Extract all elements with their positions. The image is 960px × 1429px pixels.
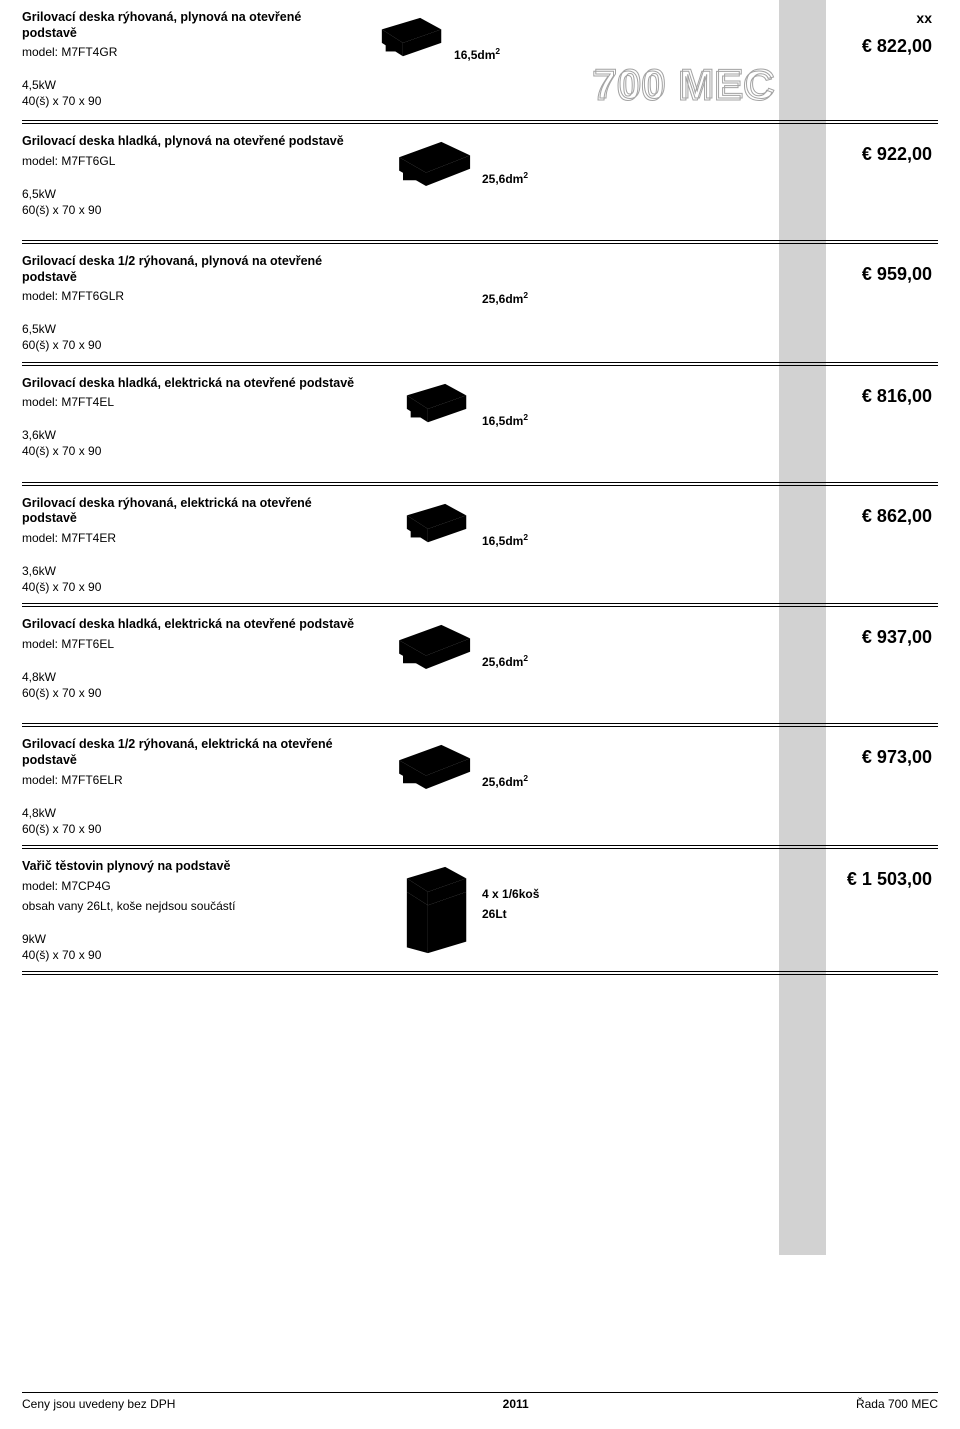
equipment-illustration bbox=[378, 743, 474, 835]
product-power: 9kW bbox=[22, 931, 370, 947]
spec-area: 25,6dm2 bbox=[482, 172, 528, 186]
footer-year: 2011 bbox=[503, 1397, 529, 1411]
svg-text:700 MEC: 700 MEC bbox=[594, 60, 776, 107]
product-price: € 922,00 bbox=[808, 144, 932, 165]
page-footer: Ceny jsou uvedeny bez DPH 2011 Řada 700 … bbox=[22, 1392, 938, 1411]
product-dimensions: 40(š) x 70 x 90 bbox=[22, 93, 349, 109]
spec-area: 25,6dm2 bbox=[482, 655, 528, 669]
product-power: 4,8kW bbox=[22, 805, 370, 821]
product-title: Grilovací deska rýhovaná, plynová na ote… bbox=[22, 10, 349, 41]
product-model: model: M7FT4EL bbox=[22, 395, 370, 409]
product-title: Grilovací deska hladká, elektrická na ot… bbox=[22, 376, 370, 392]
product-dimensions: 60(š) x 70 x 90 bbox=[22, 821, 370, 837]
footer-right: Řada 700 MEC bbox=[856, 1397, 938, 1411]
product-power: 6,5kW bbox=[22, 321, 370, 337]
product-row: Grilovací deska hladká, plynová na otevř… bbox=[22, 124, 938, 244]
spec-area: 16,5dm2 bbox=[454, 48, 500, 62]
spec-area: 16,5dm2 bbox=[482, 414, 528, 428]
equipment-illustration bbox=[353, 16, 449, 108]
product-title: Grilovací deska 1/2 rýhovaná, plynová na… bbox=[22, 254, 370, 285]
product-price: € 862,00 bbox=[808, 506, 932, 527]
product-model: model: M7FT6GLR bbox=[22, 289, 370, 303]
equipment-illustration bbox=[378, 865, 474, 957]
product-dimensions: 60(š) x 70 x 90 bbox=[22, 337, 370, 353]
product-dimensions: 40(š) x 70 x 90 bbox=[22, 443, 370, 459]
product-power: 3,6kW bbox=[22, 427, 370, 443]
product-dimensions: 60(š) x 70 x 90 bbox=[22, 685, 370, 701]
equipment-illustration bbox=[378, 140, 474, 232]
product-model: model: M7FT6GL bbox=[22, 154, 370, 168]
spec-line-1: 4 x 1/6koš bbox=[482, 887, 622, 901]
spec-area: 25,6dm2 bbox=[482, 775, 528, 789]
series-logo: 700 MEC700 MEC bbox=[586, 10, 816, 112]
product-row: Grilovací deska hladká, elektrická na ot… bbox=[22, 366, 938, 486]
equipment-illustration bbox=[378, 382, 474, 474]
product-row: Vařič těstovin plynový na podstavě model:… bbox=[22, 849, 938, 975]
product-price: € 937,00 bbox=[808, 627, 932, 648]
product-title: Grilovací deska 1/2 rýhovaná, elektrická… bbox=[22, 737, 370, 768]
equipment-illustration bbox=[378, 502, 474, 594]
product-dimensions: 40(š) x 70 x 90 bbox=[22, 579, 370, 595]
product-row: Grilovací deska rýhovaná, elektrická na … bbox=[22, 486, 938, 608]
product-row: Grilovací deska 1/2 rýhovaná, plynová na… bbox=[22, 244, 938, 366]
product-price: € 816,00 bbox=[808, 386, 932, 407]
product-title: Vařič těstovin plynový na podstavě bbox=[22, 859, 370, 875]
spec-area: 25,6dm2 bbox=[482, 292, 528, 306]
product-price: € 959,00 bbox=[808, 264, 932, 285]
header-mark: xx bbox=[816, 10, 932, 26]
footer-left: Ceny jsou uvedeny bez DPH bbox=[22, 1397, 175, 1411]
product-title: Grilovací deska hladká, plynová na otevř… bbox=[22, 134, 370, 150]
spec-area: 16,5dm2 bbox=[482, 534, 528, 548]
spec-line-2: 26Lt bbox=[482, 907, 622, 921]
product-row: Grilovací deska 1/2 rýhovaná, elektrická… bbox=[22, 727, 938, 849]
product-model: model: M7FT4GR bbox=[22, 45, 349, 59]
product-model: model: M7FT6ELR bbox=[22, 773, 370, 787]
product-model: model: M7FT6EL bbox=[22, 637, 370, 651]
product-dimensions: 40(š) x 70 x 90 bbox=[22, 947, 370, 963]
product-power: 6,5kW bbox=[22, 186, 370, 202]
product-note: obsah vany 26Lt, koše nejdsou součástí bbox=[22, 899, 370, 913]
product-price: € 1 503,00 bbox=[808, 869, 932, 890]
product-price: € 973,00 bbox=[808, 747, 932, 768]
product-row: Grilovací deska hladká, elektrická na ot… bbox=[22, 607, 938, 727]
product-model: model: M7CP4G bbox=[22, 879, 370, 893]
equipment-illustration bbox=[378, 623, 474, 715]
product-power: 4,5kW bbox=[22, 77, 349, 93]
product-title: Grilovací deska rýhovaná, elektrická na … bbox=[22, 496, 370, 527]
product-power: 3,6kW bbox=[22, 563, 370, 579]
row-divider bbox=[22, 971, 938, 975]
product-power: 4,8kW bbox=[22, 669, 370, 685]
product-title: Grilovací deska hladká, elektrická na ot… bbox=[22, 617, 370, 633]
product-price: € 822,00 bbox=[816, 36, 932, 57]
product-row: Grilovací deska rýhovaná, plynová na ote… bbox=[22, 0, 938, 124]
product-dimensions: 60(š) x 70 x 90 bbox=[22, 202, 370, 218]
product-model: model: M7FT4ER bbox=[22, 531, 370, 545]
